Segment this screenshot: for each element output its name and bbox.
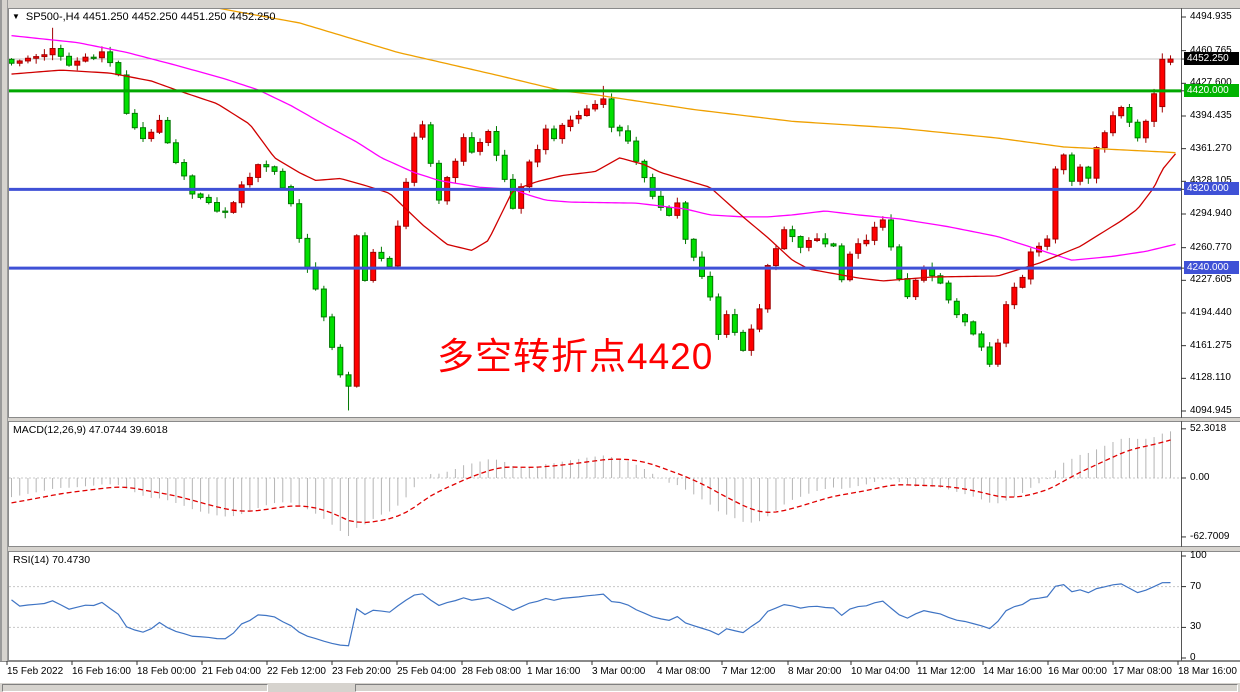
macd-panel[interactable] [8,421,1240,547]
window-left-edge [0,0,8,692]
rsi-panel[interactable] [8,551,1240,661]
time-axis-strip[interactable] [0,661,1240,683]
